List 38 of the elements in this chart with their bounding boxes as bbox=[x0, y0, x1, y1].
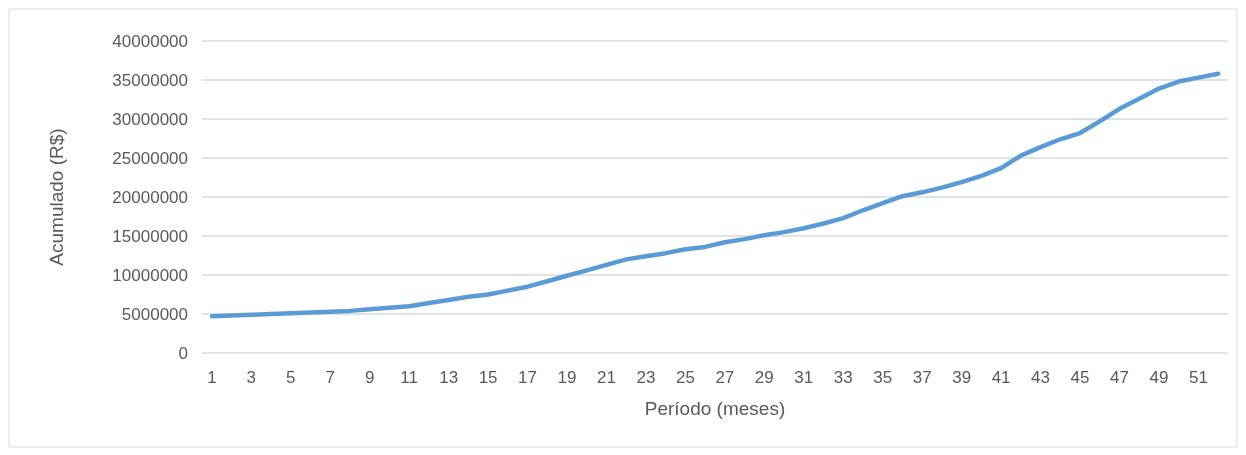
x-tick-label: 7 bbox=[325, 368, 335, 387]
x-tick-label: 31 bbox=[794, 368, 814, 387]
y-tick-label: 25000000 bbox=[112, 148, 188, 168]
x-tick-label: 1 bbox=[207, 368, 217, 387]
x-tick-label: 29 bbox=[754, 368, 774, 387]
x-tick-label: 25 bbox=[675, 368, 695, 387]
x-tick-label: 5 bbox=[286, 368, 296, 387]
x-tick-label: 19 bbox=[557, 368, 577, 387]
x-tick-label: 41 bbox=[991, 368, 1011, 387]
x-axis-title: Período (meses) bbox=[644, 398, 786, 419]
x-tick-label: 21 bbox=[597, 368, 616, 387]
x-tick-label: 11 bbox=[400, 368, 418, 387]
x-tick-label: 37 bbox=[912, 368, 932, 387]
x-tick-label: 15 bbox=[478, 368, 498, 387]
x-tick-label: 43 bbox=[1031, 368, 1051, 387]
y-axis-title: Acumulado (R$) bbox=[46, 128, 67, 266]
y-tick-label: 10000000 bbox=[112, 265, 188, 285]
x-tick-label: 35 bbox=[873, 368, 893, 387]
x-tick-label: 27 bbox=[715, 368, 735, 387]
x-tick-label: 3 bbox=[246, 368, 257, 387]
y-tick-label: 30000000 bbox=[112, 109, 188, 129]
x-tick-label: 13 bbox=[439, 368, 459, 387]
y-tick-label: 0 bbox=[178, 343, 188, 363]
y-tick-label: 35000000 bbox=[112, 70, 188, 90]
x-tick-label: 23 bbox=[636, 368, 656, 387]
x-tick-label: 39 bbox=[952, 368, 972, 387]
x-tick-label: 17 bbox=[518, 368, 538, 387]
x-tick-label: 47 bbox=[1110, 368, 1129, 387]
x-tick-label: 45 bbox=[1070, 368, 1090, 387]
line-series bbox=[209, 71, 1221, 319]
x-tick-label: 49 bbox=[1149, 368, 1169, 387]
y-tick-label: 20000000 bbox=[112, 187, 188, 207]
y-tick-label: 40000000 bbox=[112, 31, 188, 51]
x-tick-label: 9 bbox=[364, 368, 375, 387]
x-tick-label: 51 bbox=[1188, 368, 1208, 387]
y-tick-label: 15000000 bbox=[112, 226, 188, 246]
y-tick-label: 5000000 bbox=[121, 304, 188, 324]
x-tick-label: 33 bbox=[833, 368, 853, 387]
